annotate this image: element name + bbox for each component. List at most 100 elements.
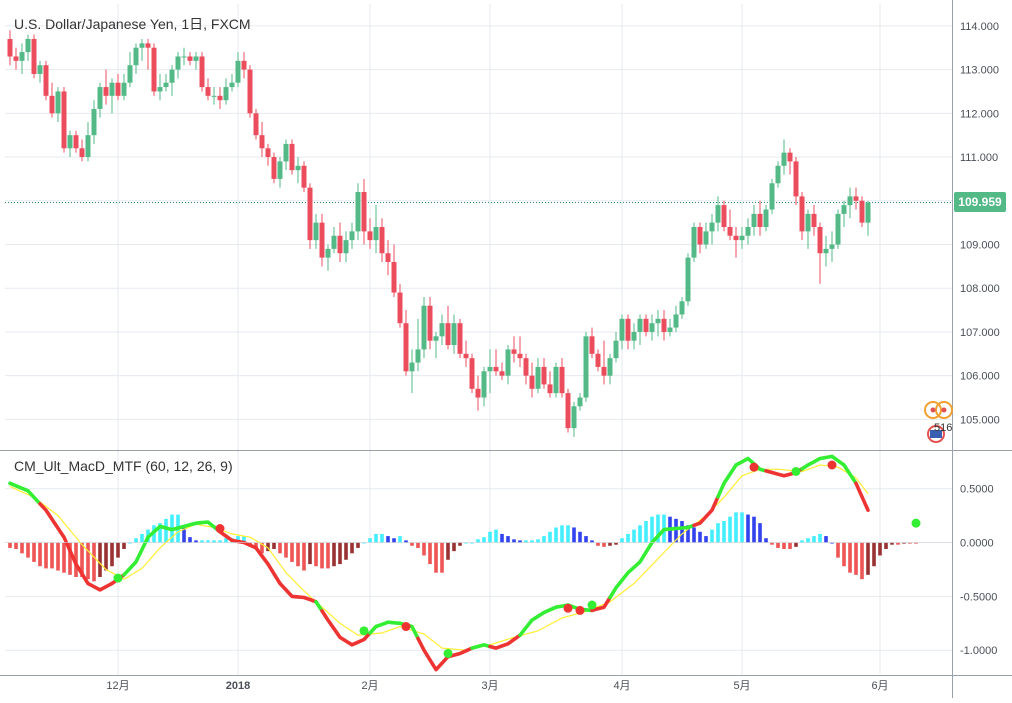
candle-body bbox=[859, 200, 865, 223]
candle-body bbox=[739, 235, 745, 241]
histogram-bar bbox=[506, 536, 510, 543]
histogram-bar bbox=[836, 542, 840, 558]
candle-body bbox=[637, 318, 643, 332]
cross-dot bbox=[443, 648, 453, 658]
candle-body bbox=[217, 95, 223, 101]
histogram-bar bbox=[218, 540, 222, 543]
event-marker-icon bbox=[935, 401, 953, 419]
candle-body bbox=[709, 222, 715, 232]
histogram-bar bbox=[320, 542, 324, 569]
histogram-bar bbox=[794, 542, 798, 547]
histogram-bar bbox=[104, 542, 108, 571]
candle-body bbox=[13, 56, 19, 61]
cross-dot bbox=[401, 622, 411, 632]
histogram-bar bbox=[116, 542, 120, 558]
candle-body bbox=[337, 235, 343, 254]
candle-body bbox=[799, 196, 805, 232]
price-axis-label: 108.000 bbox=[960, 283, 1000, 295]
histogram-bar bbox=[338, 542, 342, 565]
cross-dot bbox=[911, 518, 921, 528]
histogram-bar bbox=[548, 531, 552, 543]
histogram-bar bbox=[296, 542, 300, 567]
cross-dot bbox=[575, 605, 585, 615]
candle-body bbox=[7, 38, 13, 57]
histogram-bar bbox=[764, 538, 768, 543]
price-axis-label: 106.000 bbox=[960, 371, 1000, 383]
candle-body bbox=[565, 393, 571, 429]
histogram-bar bbox=[392, 538, 396, 543]
time-axis-label: 5月 bbox=[733, 680, 750, 692]
flag-icon bbox=[930, 430, 942, 438]
histogram-bar bbox=[632, 529, 636, 543]
price-axis-label: 114.000 bbox=[960, 21, 999, 33]
histogram-bar bbox=[344, 542, 348, 560]
histogram-bar bbox=[698, 531, 702, 543]
histogram-bar bbox=[380, 533, 384, 543]
candle-body bbox=[391, 261, 397, 293]
candle-body bbox=[361, 192, 367, 232]
macd-line-segment bbox=[488, 633, 522, 650]
candle-body bbox=[259, 135, 265, 149]
candle-body bbox=[793, 161, 799, 197]
macd-line-segment bbox=[800, 454, 858, 486]
histogram-bar bbox=[326, 542, 330, 569]
candle-body bbox=[511, 349, 517, 354]
histogram-bar bbox=[692, 527, 696, 543]
candle-body bbox=[643, 318, 649, 332]
histogram-bar bbox=[284, 542, 288, 558]
histogram-bar bbox=[470, 542, 474, 544]
histogram-bar bbox=[824, 536, 828, 543]
cross-dot bbox=[791, 466, 801, 476]
candle-body bbox=[697, 227, 703, 245]
candle-body bbox=[73, 135, 79, 149]
candle-body bbox=[199, 56, 205, 88]
price-axis-label: 105.000 bbox=[960, 414, 1000, 426]
candle-body bbox=[247, 69, 253, 114]
histogram-bar bbox=[716, 523, 720, 543]
candle-body bbox=[127, 65, 133, 83]
histogram-bar bbox=[872, 542, 876, 567]
histogram-bar bbox=[878, 542, 882, 556]
cross-dot bbox=[359, 626, 369, 636]
candle-body bbox=[181, 56, 187, 58]
histogram-bar bbox=[710, 529, 714, 543]
candle-body bbox=[43, 65, 49, 96]
histogram-bar bbox=[350, 542, 354, 554]
candle-body bbox=[307, 187, 313, 241]
candle-body bbox=[505, 349, 511, 376]
candle-body bbox=[823, 248, 829, 254]
candle-body bbox=[583, 336, 589, 398]
histogram-bar bbox=[62, 542, 66, 573]
candle-body bbox=[223, 87, 229, 101]
candle-body bbox=[385, 253, 391, 262]
histogram-bar bbox=[608, 542, 612, 546]
candle-body bbox=[649, 323, 655, 332]
histogram-bar bbox=[158, 523, 162, 543]
candle-body bbox=[595, 353, 601, 367]
histogram-bar bbox=[908, 542, 912, 544]
histogram-bar bbox=[410, 542, 414, 546]
histogram-bar bbox=[806, 538, 810, 543]
histogram-bar bbox=[704, 536, 708, 543]
candle-body bbox=[187, 56, 193, 61]
candle-body bbox=[721, 205, 727, 227]
candle-body bbox=[745, 227, 751, 236]
histogram-bar bbox=[734, 512, 738, 543]
histogram-bar bbox=[446, 542, 450, 560]
macd-line-segment bbox=[470, 643, 492, 650]
histogram-bar bbox=[254, 542, 258, 549]
histogram-bar bbox=[452, 542, 456, 552]
candle-body bbox=[715, 205, 721, 223]
candle-body bbox=[37, 65, 43, 74]
event-dot-icon bbox=[930, 407, 936, 413]
histogram-bar bbox=[398, 536, 402, 543]
candle-body bbox=[619, 318, 625, 341]
candle-body bbox=[121, 82, 127, 96]
candle-body bbox=[31, 38, 37, 74]
histogram-bar bbox=[686, 525, 690, 543]
candle-body bbox=[367, 231, 373, 241]
histogram-bar bbox=[578, 531, 582, 543]
histogram-bar bbox=[518, 540, 522, 543]
histogram-bar bbox=[788, 542, 792, 549]
